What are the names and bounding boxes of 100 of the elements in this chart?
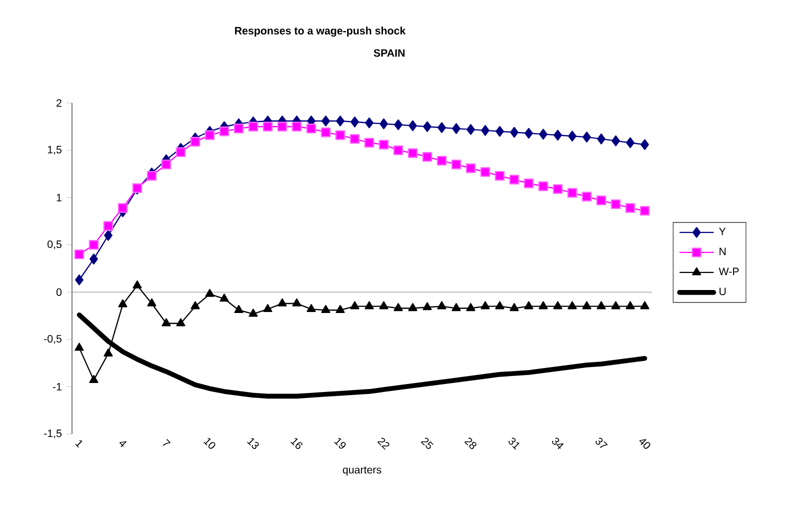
point [625,203,636,213]
point [234,304,244,313]
point [147,298,156,306]
point [146,170,157,181]
point [162,318,171,326]
x-tick-label: 28 [464,438,476,450]
point [190,136,200,147]
x-tick-label: 13 [247,438,259,450]
legend-label: W-P [718,268,739,276]
x-tick-label: 25 [420,438,434,449]
point [161,160,172,170]
point [220,294,229,302]
point [322,116,330,126]
point [204,130,215,140]
y-tick-label: -1 [52,383,62,390]
y-tick-label: -1,5 [44,430,62,438]
point [89,374,98,383]
point [104,348,113,356]
point [524,128,533,139]
point [408,303,418,312]
point [480,301,490,310]
point [393,145,404,156]
point [466,124,475,135]
point [278,298,287,306]
point [509,174,520,184]
point [510,303,519,312]
point [336,304,345,313]
legend-label: U [720,288,726,296]
point [539,128,548,140]
x-tick-label: 34 [552,438,564,450]
y-tick-label: 1,5 [48,146,62,155]
point [262,122,273,132]
point [176,147,186,158]
point [640,301,650,310]
y-tick-label: 2 [56,99,62,107]
point [219,126,230,136]
point [640,139,649,150]
point [190,301,200,310]
point [553,301,562,310]
point [597,134,606,144]
point [480,167,490,177]
point [379,301,388,310]
y-tick-label: 1 [56,194,62,202]
point [408,120,417,132]
point [451,160,462,170]
point [438,122,446,133]
point [350,301,360,310]
point [205,288,214,297]
point [524,178,534,188]
point [452,303,461,312]
point [132,280,142,288]
x-axis-title: quarters [342,466,382,476]
point [422,152,432,162]
point [452,123,460,134]
point [423,121,432,132]
legend-label: Y [718,228,726,236]
point [364,301,374,310]
point [554,130,562,141]
point [582,192,592,202]
point [321,304,330,313]
x-tick-label: 16 [290,438,302,449]
point [611,301,620,310]
point [568,130,576,142]
point [103,221,114,231]
point [350,134,360,144]
point [74,342,84,351]
point [336,116,344,126]
point [248,122,258,132]
point [335,130,346,140]
point [496,126,504,137]
legend-label: N [720,248,726,256]
x-tick-label: 1 [75,440,82,448]
point [364,138,374,148]
point [320,127,331,138]
point [176,318,186,326]
y-tick-label: 0,5 [48,240,62,250]
point [612,135,620,146]
point [437,301,446,310]
x-tick-label: 40 [639,439,650,449]
x-tick-label: 22 [377,438,390,450]
point [277,122,288,132]
point [568,301,577,310]
point [365,117,374,128]
x-tick-label: 7 [162,439,171,446]
point [495,301,504,310]
chart-title: Responses to a wage-push shock [235,26,406,37]
point [582,132,591,142]
point [263,304,272,312]
point [596,196,606,206]
point [466,163,476,174]
point [567,188,578,198]
point [292,122,302,132]
point [481,125,490,136]
point [436,156,447,166]
point [538,301,548,310]
point [494,170,505,181]
point [626,301,635,310]
point [582,301,592,310]
point [306,124,316,134]
point [104,230,112,241]
